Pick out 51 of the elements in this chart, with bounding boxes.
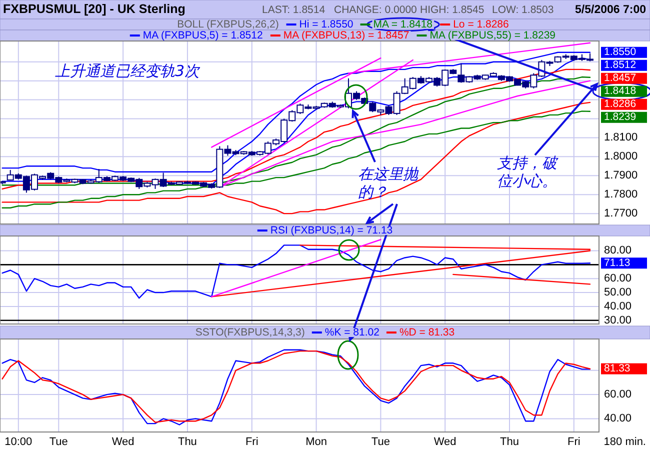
legend-label: RSI (FXBPUS,14) = 71.13 [270,224,393,236]
legend-label: %K = 81.02 [324,326,380,338]
x-tick-label: Thu [500,436,519,448]
y-tick-label: 1.7800 [604,188,638,201]
y-tick-label: 60.00 [604,272,632,285]
annotation: 支持，破位小心。 [497,154,559,190]
annotation: 上升通道已经变轨3次 [55,62,201,80]
x-tick-label: Thu [178,436,197,448]
y-tick-label: 1.8000 [604,150,638,163]
data-label: 1.8418 [604,85,636,98]
legend-title: BOLL (FXBPUS,26,2) [177,18,279,30]
x-tick-label: 10:00 [4,436,32,448]
y-tick-label: 1.7700 [604,207,638,220]
x-tick-label: Tue [371,436,390,448]
legend-label: MA (FXBPUS,55) = 1.8239 [430,29,556,42]
legend-label: %D = 81.33 [399,326,455,338]
y-tick-label: 40.00 [604,412,632,425]
legend-label: MA (FXBPUS,5) = 1.8512 [142,29,263,42]
legend-label: MA = 1.8418 [373,18,433,30]
y-tick-label: 1.7900 [604,170,638,182]
data-label: 1.8457 [604,72,636,84]
y-tick-label: 80.00 [604,244,632,257]
x-tick-label: Wed [434,436,456,448]
y-tick-label: 50.00 [604,286,632,298]
data-label: 1.8512 [604,59,636,72]
y-tick-label: 1.8100 [604,132,638,144]
y-tick-label: 30.00 [604,314,632,326]
legend-title: SSTO(FXBPUS,14,3,3) [195,326,305,338]
x-tick-label: Wed [112,436,134,448]
chart-title: FXBPUSMUL [20] - UK Sterling [3,2,186,16]
data-label: 81.33 [604,362,630,375]
legend-label: MA (FXBPUS,13) = 1.8457 [283,29,410,42]
legend-label: Lo = 1.8286 [453,18,510,30]
x-tick-label: Fri [567,436,580,448]
data-label: 71.13 [604,256,630,269]
y-tick-label: 60.00 [604,388,632,400]
text: CHANGE: 0.0000 [334,4,418,16]
x-tick-label: Fri [245,436,258,448]
text: LAST: 1.8514 [262,4,326,16]
y-tick-label: 40.00 [604,300,632,312]
x-tick-label: Tue [49,436,68,448]
legend-label: Hi = 1.8550 [299,18,354,30]
data-label: 1.8286 [604,98,636,110]
text: HIGH: 1.8545 [420,4,484,16]
x-axis-title: 180 min. [604,436,646,448]
data-label: 1.8550 [604,46,636,58]
data-label: 1.8239 [604,111,636,124]
x-tick-label: Mon [306,436,327,448]
text: LOW: 1.8503 [492,4,554,16]
text: 5/5/2006 7:00 [575,4,646,16]
annotation: 在这里抛的？ [358,165,419,201]
